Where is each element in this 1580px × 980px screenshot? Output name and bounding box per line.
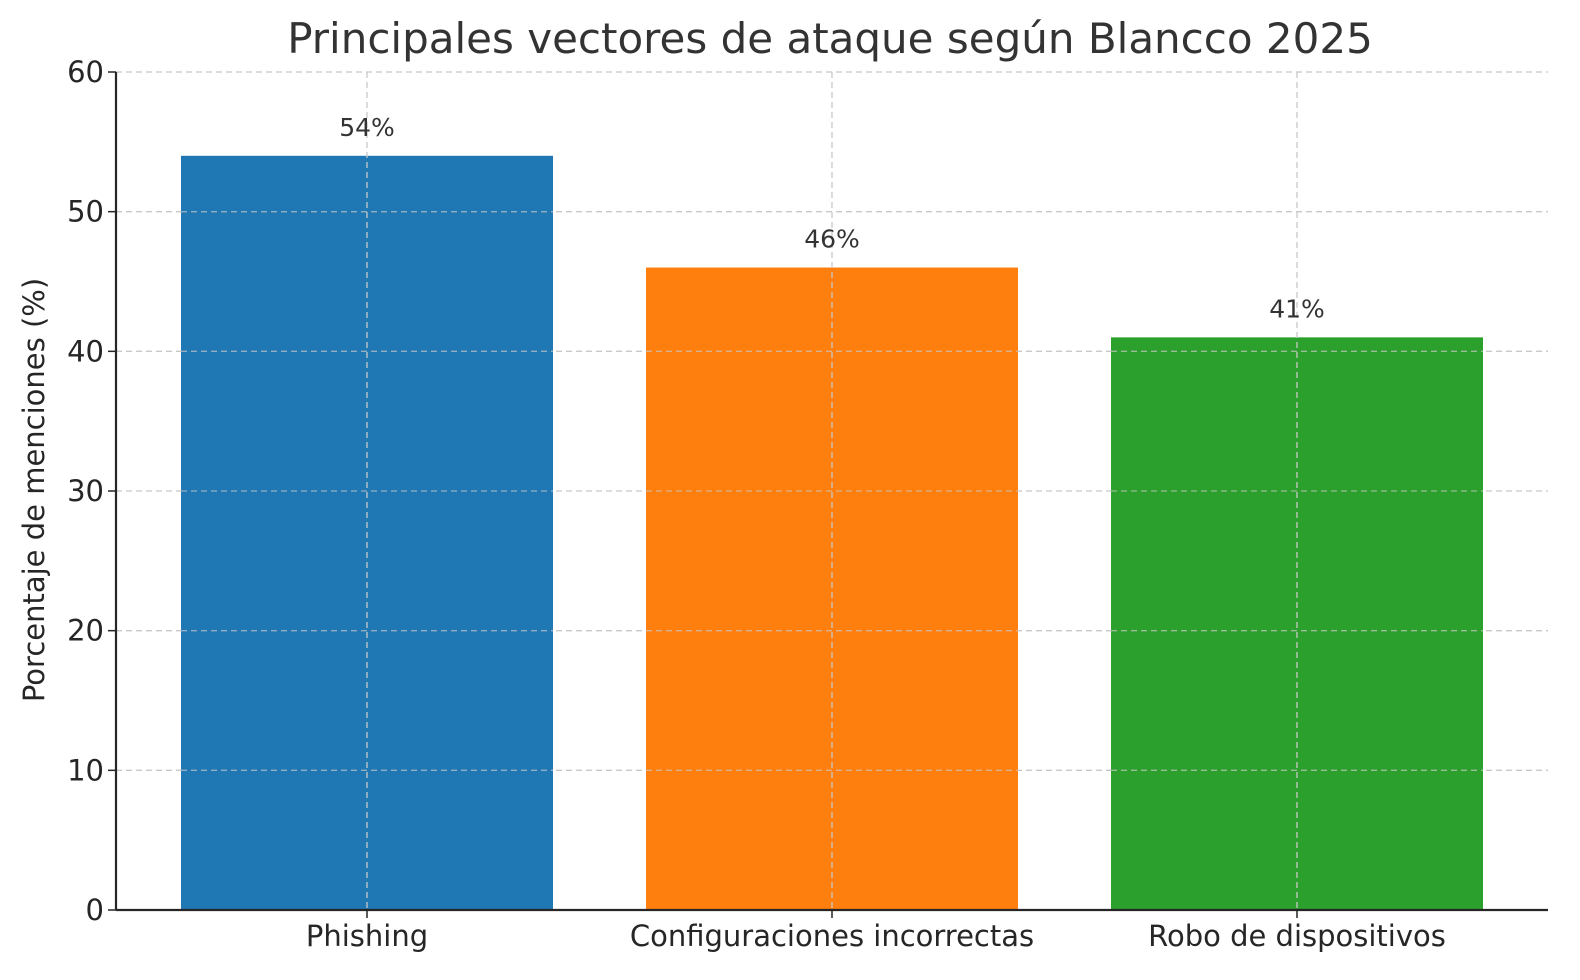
x-tick-label: Robo de dispositivos: [1148, 919, 1446, 953]
chart-title: Principales vectores de ataque según Bla…: [287, 14, 1373, 63]
x-tick-label: Configuraciones incorrectas: [630, 919, 1034, 953]
x-tick-label: Phishing: [306, 919, 428, 953]
y-tick-label: 20: [67, 614, 104, 648]
y-tick-label: 10: [67, 753, 104, 787]
y-tick-label: 40: [67, 334, 104, 368]
y-tick-label: 30: [67, 474, 104, 508]
data-label: 46%: [804, 225, 860, 254]
data-label: 41%: [1269, 294, 1325, 323]
y-tick-label: 0: [86, 893, 104, 927]
y-tick-label: 50: [67, 195, 104, 229]
y-tick-label: 60: [67, 55, 104, 89]
axes: Phishing Configuraciones incorrectas Robo …: [67, 55, 1548, 953]
data-label: 54%: [339, 113, 395, 142]
data-labels: 54% 46% 41%: [181, 72, 1483, 910]
